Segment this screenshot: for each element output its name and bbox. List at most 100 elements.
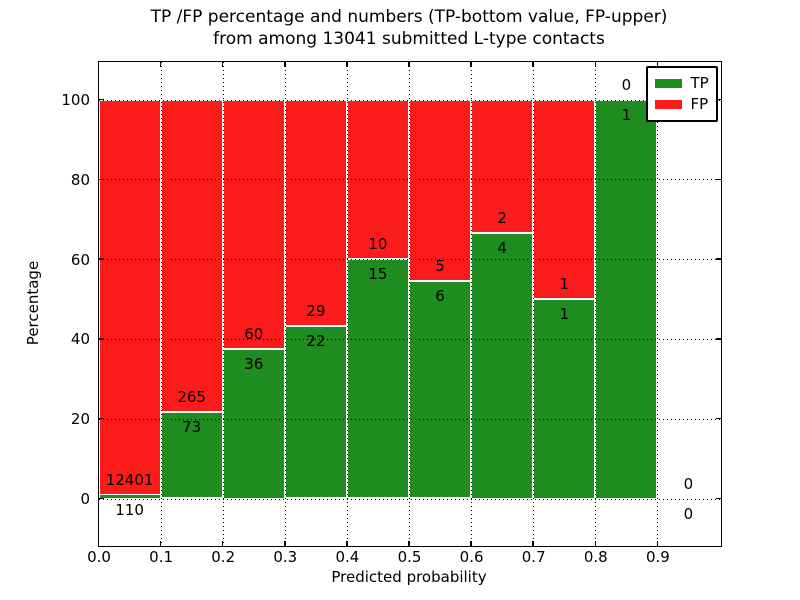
grid-v-line	[471, 61, 473, 545]
tick-mark-bottom	[284, 540, 286, 546]
grid-v-line	[222, 61, 224, 545]
bar-tp-count-label: 36	[244, 354, 264, 373]
tick-mark-top	[408, 61, 410, 67]
chart-title-line1: TP /FP percentage and numbers (TP-bottom…	[150, 7, 668, 27]
bar-fp-segment	[284, 99, 347, 327]
legend-label-tp: TP	[690, 74, 709, 92]
tick-mark-bottom	[159, 540, 162, 546]
tick-mark-bottom	[221, 540, 224, 546]
bar-tp-count-label: 22	[306, 332, 326, 351]
bar-tp-count-label: 15	[368, 265, 388, 284]
tick-mark-top	[159, 61, 162, 67]
tick-mark-left	[98, 497, 104, 500]
x-tick-label: 0.4	[335, 548, 360, 566]
y-tick-label: 40	[70, 330, 90, 349]
tick-mark-bottom	[408, 540, 410, 546]
bar-tp-segment	[160, 412, 223, 499]
x-tick-label: 0.7	[521, 548, 546, 566]
tick-mark-top	[346, 61, 348, 67]
x-axis-label: Predicted probability	[331, 568, 487, 586]
grid-v-line	[160, 61, 162, 545]
tick-mark-bottom	[346, 540, 348, 546]
tick-mark-left	[98, 178, 104, 181]
bar-fp-segment	[160, 99, 223, 413]
tick-mark-top	[594, 61, 597, 67]
grid-v-line	[657, 61, 659, 545]
x-tick-label: 0.3	[273, 548, 298, 566]
tick-mark-top	[284, 61, 286, 67]
bar-fp-count-label: 60	[244, 324, 264, 343]
tick-mark-right	[715, 258, 721, 260]
bar-fp-count-label: 10	[368, 235, 388, 254]
legend-label-fp: FP	[690, 95, 709, 113]
tick-mark-right	[715, 338, 721, 340]
bar-fp-count-label: 2	[497, 208, 507, 227]
x-tick-label: 0.6	[459, 548, 484, 566]
legend-entry-fp: FP	[654, 94, 709, 115]
tick-mark-top	[532, 61, 534, 67]
bar-tp-count-label: 110	[115, 500, 144, 519]
x-tick-label: 0.8	[583, 548, 608, 566]
tick-mark-bottom	[532, 540, 534, 546]
x-tick-label: 0.9	[645, 548, 670, 566]
tick-mark-right	[715, 497, 721, 500]
bar-fp-count-label: 12401	[105, 470, 154, 489]
tick-mark-left	[98, 258, 104, 260]
grid-v-line	[346, 61, 348, 545]
legend: TP FP	[645, 65, 718, 122]
bar-tp-count-label: 1	[559, 305, 570, 323]
bar-tp-segment	[533, 299, 596, 499]
tick-mark-top	[656, 61, 659, 67]
bar-fp-segment	[471, 99, 534, 233]
grid-v-line	[595, 61, 597, 545]
tick-mark-right	[715, 178, 721, 181]
bar-fp-segment	[98, 99, 161, 495]
y-tick-label: 0	[80, 490, 90, 508]
chart-title-line2: from among 13041 submitted L-type contac…	[213, 29, 605, 49]
bar-tp-count-label: 73	[182, 418, 202, 437]
x-tick-label: 0.5	[397, 548, 422, 566]
bar-tp-count-label: 0	[683, 504, 694, 523]
chart-title: TP /FP percentage and numbers (TP-bottom…	[97, 6, 721, 50]
grid-v-line	[284, 61, 286, 545]
x-tick-label: 0.0	[87, 548, 111, 566]
bar-fp-segment	[409, 99, 472, 281]
tick-mark-left	[98, 338, 104, 340]
bar-tp-segment	[346, 259, 409, 499]
bar-tp-segment	[595, 99, 658, 499]
legend-entry-tp: TP	[654, 73, 709, 94]
bar-tp-segment	[284, 326, 347, 499]
tick-mark-right	[715, 417, 721, 420]
legend-swatch-fp	[654, 99, 682, 109]
tick-mark-left	[98, 98, 104, 101]
y-tick-label: 100	[61, 91, 90, 109]
y-tick-label: 80	[70, 170, 90, 189]
x-tick-label: 0.2	[211, 548, 236, 566]
bar-tp-count-label: 1	[621, 105, 632, 124]
bar-fp-count-label: 0	[683, 474, 694, 493]
tick-mark-right	[715, 98, 721, 101]
grid-v-line	[409, 61, 410, 545]
y-tick-label: 20	[70, 410, 90, 429]
bar-tp-segment	[471, 232, 534, 499]
tick-mark-top	[221, 61, 224, 67]
tick-mark-left	[98, 417, 104, 420]
grid-v-line	[533, 61, 535, 545]
bar-tp-count-label: 4	[497, 238, 507, 257]
x-tick-label: 0.1	[149, 548, 174, 566]
plot-area: TP FP 12401 110 265 73 60 36 29 22 10 15 5 6 2 4 1 1 0 1 0…	[97, 60, 722, 547]
tick-mark-top	[470, 61, 472, 67]
bar-tp-segment	[409, 280, 472, 499]
y-tick-label: 60	[70, 250, 90, 269]
bar-fp-segment	[533, 99, 596, 299]
tick-mark-bottom	[97, 540, 100, 546]
bar-tp-count-label: 6	[435, 286, 445, 305]
bar-fp-count-label: 29	[306, 302, 326, 321]
tick-mark-bottom	[594, 540, 597, 546]
tick-mark-top	[97, 61, 100, 67]
bar-fp-count-label: 5	[435, 256, 445, 275]
bar-fp-segment	[222, 99, 285, 349]
tick-mark-bottom	[470, 540, 472, 546]
tick-mark-bottom	[656, 540, 659, 546]
